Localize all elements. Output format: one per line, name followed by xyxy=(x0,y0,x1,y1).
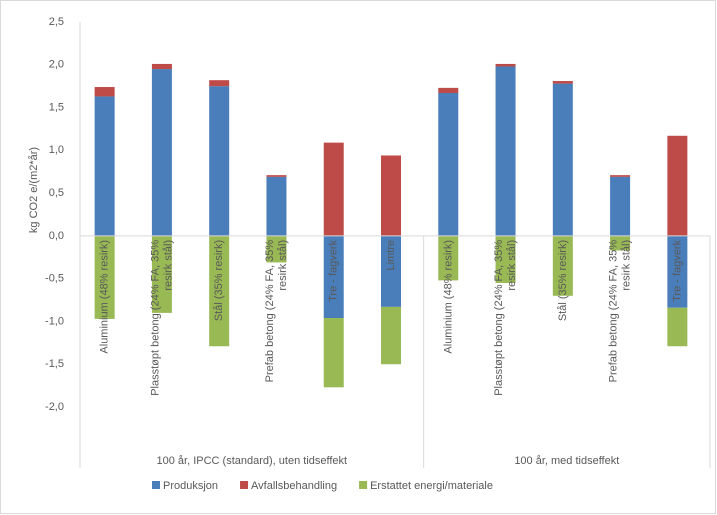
bar-segment xyxy=(438,87,459,94)
x-tick-label: Plasstøpt betong (24% FA, 35%resirk stål… xyxy=(493,240,518,396)
bar-segment xyxy=(495,66,516,236)
bar-segment xyxy=(209,86,230,236)
bar-segment xyxy=(667,235,688,308)
bar-segment xyxy=(94,87,115,97)
y-tick-label: -2,0 xyxy=(45,401,64,413)
bar-segment xyxy=(495,235,516,283)
legend-label: Produksjon xyxy=(163,480,218,492)
bar-segment xyxy=(266,235,287,263)
y-tick-label: 1,0 xyxy=(49,144,64,156)
bar-segment xyxy=(209,235,230,347)
group-label: 100 år, med tidseffekt xyxy=(514,455,619,467)
bar-segment xyxy=(323,142,344,236)
x-tick-label: Stål (35% resirk) xyxy=(213,240,225,321)
y-axis-label: kg CO2 e/(m2*år) xyxy=(28,147,40,233)
bar-segment xyxy=(381,235,401,307)
legend-swatch xyxy=(359,481,368,489)
bar-segment xyxy=(610,175,631,177)
x-tick-label: Tre - fagverk xyxy=(328,239,340,301)
legend-swatch xyxy=(240,481,249,489)
bar-segment xyxy=(94,235,115,319)
bar-segment xyxy=(266,175,287,177)
x-tick-label: Limtre xyxy=(385,240,397,271)
bar-segment xyxy=(552,235,573,296)
x-tick-label: Tre - fagverk xyxy=(671,239,683,301)
x-tick-label: Plasstøpt betong (24% FA, 35%resirk stål… xyxy=(149,240,174,396)
legend-label: Avfallsbehandling xyxy=(251,480,337,492)
bar-segment xyxy=(381,155,401,236)
x-tick-label: Prefab betong (24% FA, 35%resirk stål) xyxy=(264,240,289,383)
bar-segment xyxy=(323,235,344,319)
x-tick-label: Prefab betong (24% FA, 35%resirk stål) xyxy=(607,240,632,383)
legend-label: Erstattet energi/materiale xyxy=(370,480,493,492)
bar-segment xyxy=(438,93,459,236)
bar-segment xyxy=(94,96,115,236)
bar-segment xyxy=(438,235,459,281)
bar-segment xyxy=(151,69,172,236)
bar-segment xyxy=(151,63,172,70)
y-tick-label: 0,5 xyxy=(49,187,64,199)
bar-segment xyxy=(495,63,516,67)
bar-segment xyxy=(552,83,573,236)
x-tick-label: Aluminium (48% resirk) xyxy=(442,240,454,354)
bar-segment xyxy=(667,307,688,347)
y-tick-label: 2,0 xyxy=(49,59,64,71)
bar-segment xyxy=(610,176,631,236)
group-label: 100 år, IPCC (standard), uten tidseffekt xyxy=(157,455,348,467)
y-tick-label: 0,0 xyxy=(49,230,64,242)
y-tick-label: -1,5 xyxy=(45,358,64,370)
bar-segment xyxy=(552,81,573,84)
bar-segment xyxy=(610,235,631,251)
bar-segment xyxy=(667,135,688,236)
bar-segment xyxy=(209,80,230,87)
y-tick-label: -0,5 xyxy=(45,273,64,285)
bar-segment xyxy=(266,176,287,236)
x-tick-label: Aluminium (48% resirk) xyxy=(99,240,111,354)
y-tick-label: -1,0 xyxy=(45,315,64,327)
y-tick-label: 1,5 xyxy=(49,101,64,113)
x-tick-label: Stål (35% resirk) xyxy=(557,240,569,321)
bar-segment xyxy=(381,306,401,365)
bar-segment xyxy=(151,235,172,313)
y-tick-label: 2,5 xyxy=(49,16,64,28)
bar-segment xyxy=(323,318,344,388)
legend-swatch xyxy=(152,481,160,489)
